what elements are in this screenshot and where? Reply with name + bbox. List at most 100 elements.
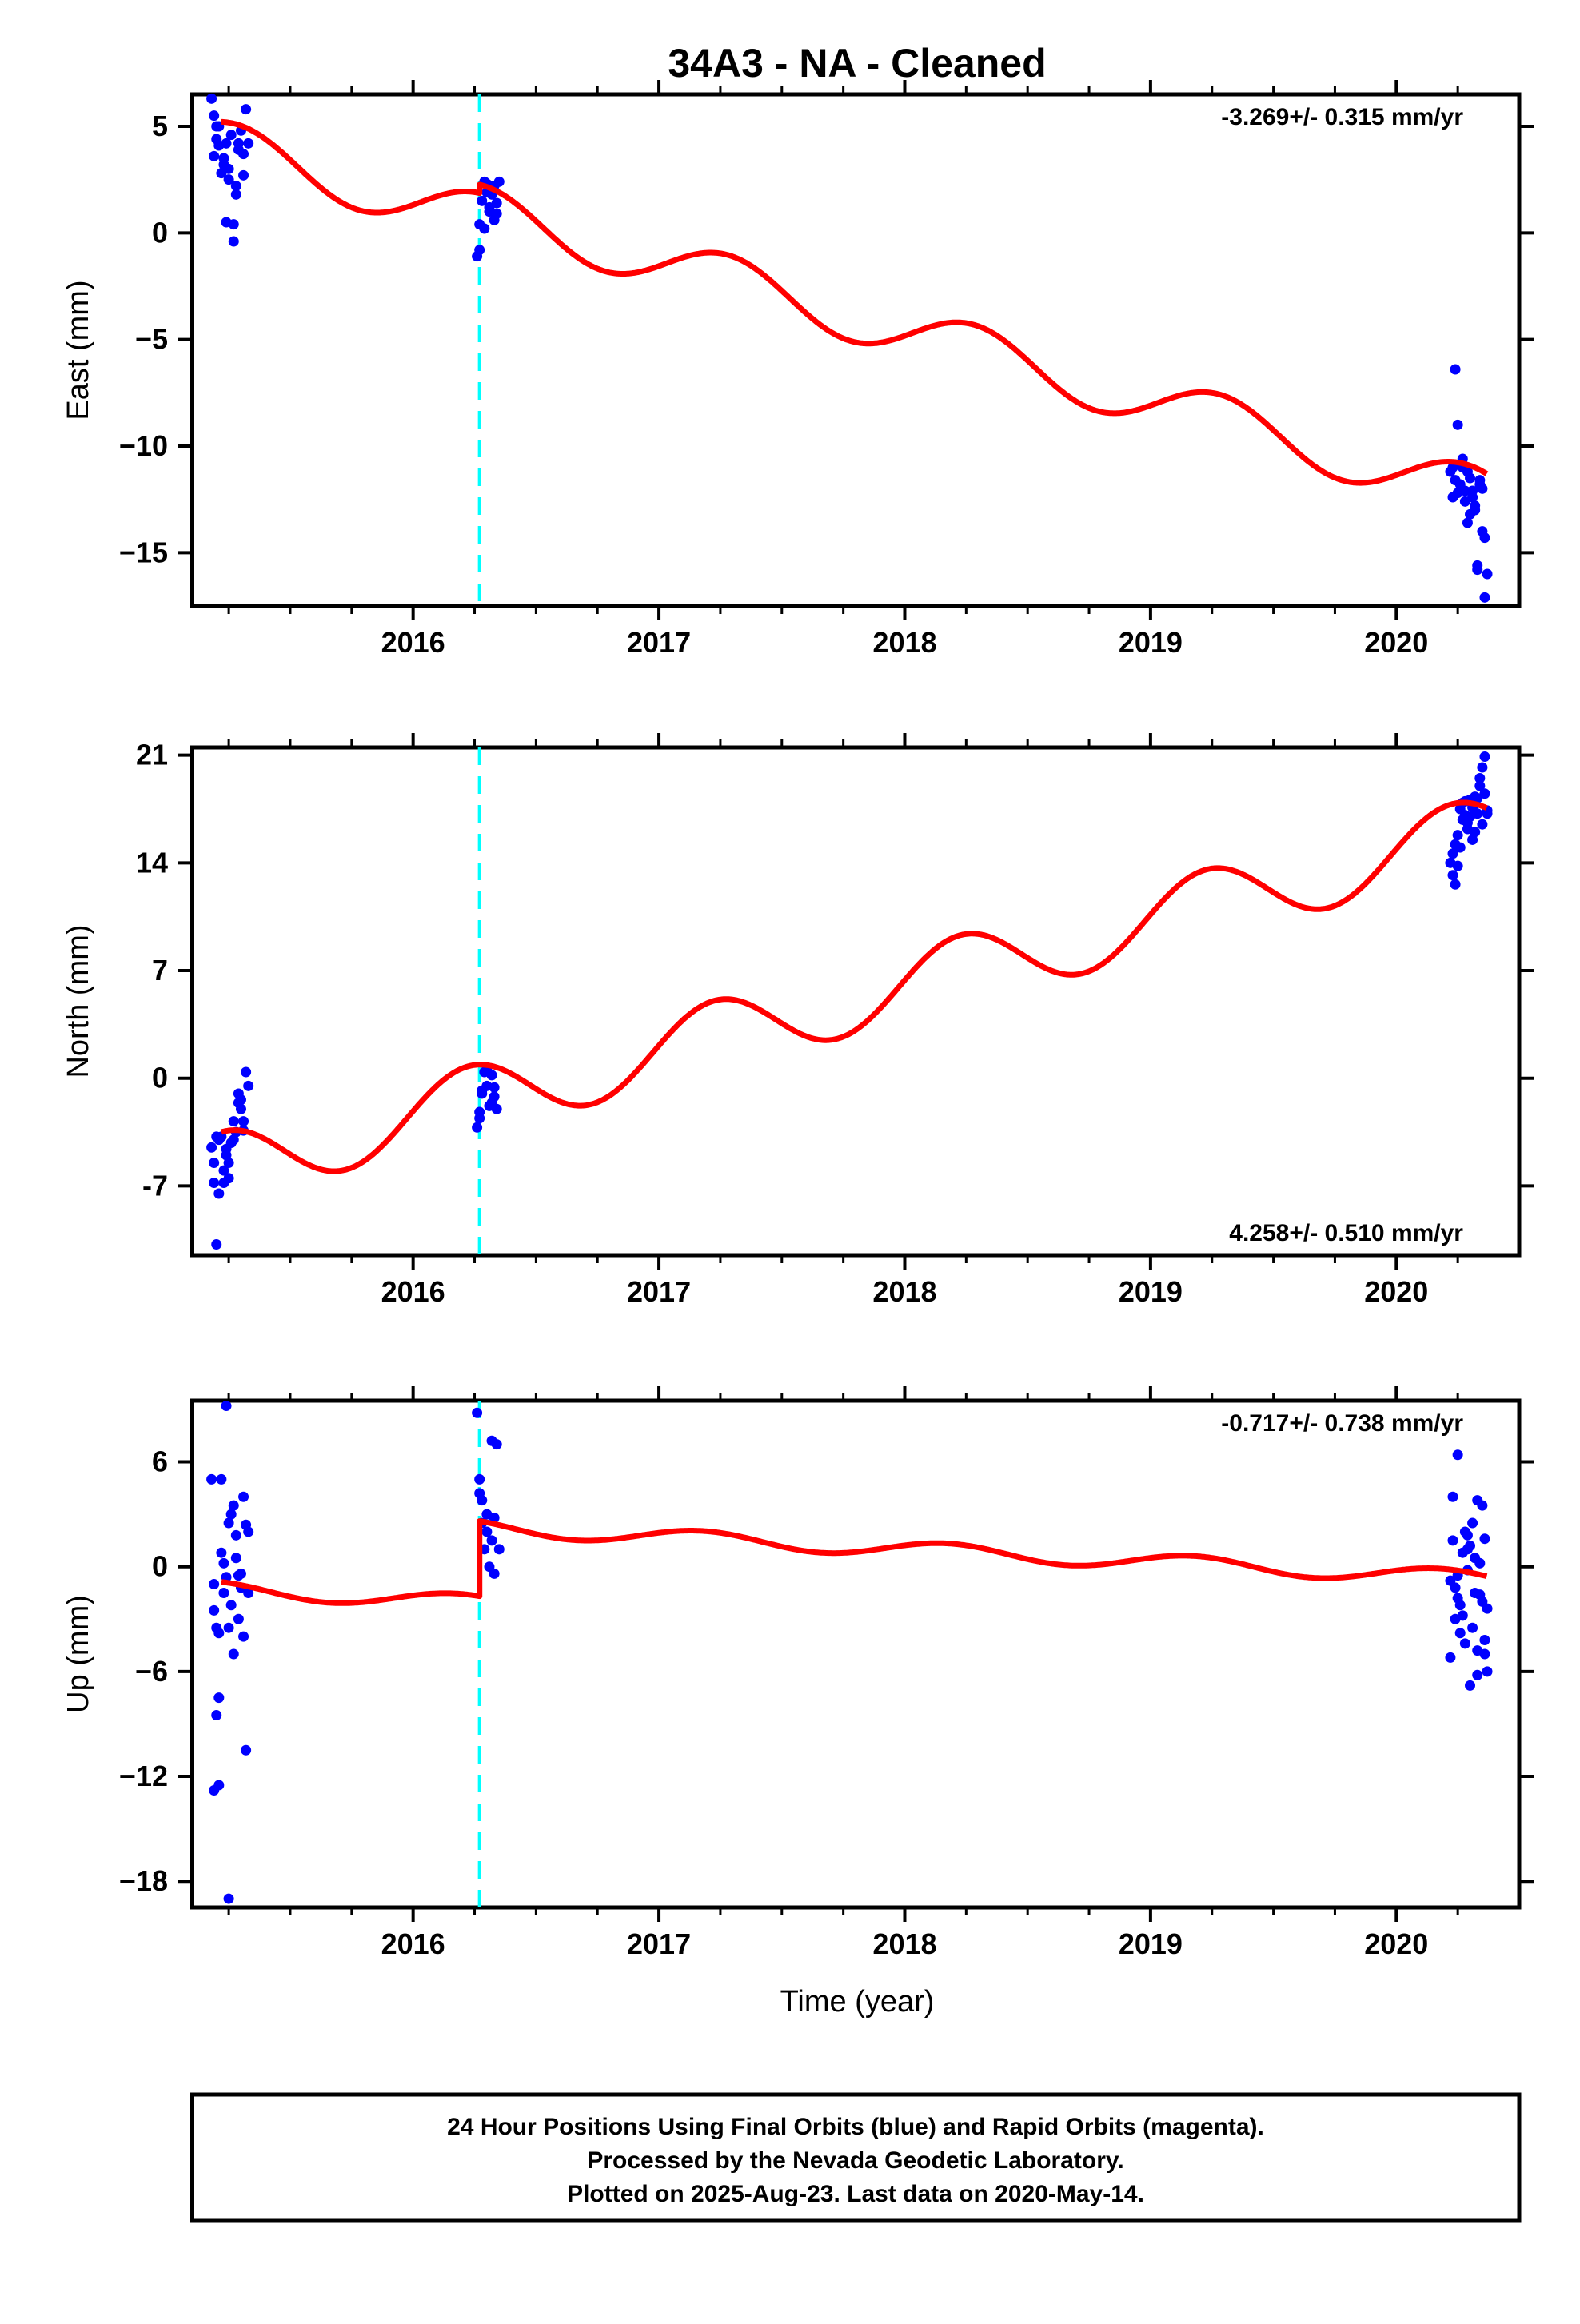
data-point xyxy=(238,1116,249,1127)
footer-box xyxy=(190,2092,1522,2223)
data-point xyxy=(211,1131,222,1142)
y-tick-label: −6 xyxy=(135,1655,168,1688)
x-tick-label: 2019 xyxy=(1119,626,1183,659)
y-tick-label: −5 xyxy=(135,323,168,356)
x-tick-label: 2018 xyxy=(872,1275,936,1308)
data-point xyxy=(474,1106,485,1118)
data-point xyxy=(481,1526,493,1537)
velocity-annotation: -0.717+/- 0.738 mm/yr xyxy=(1221,1410,1463,1437)
data-point xyxy=(213,1692,225,1704)
panels: 5 0 −5 −10 −15 2016 2017 2018 2019 2020 East (mm) -… xyxy=(62,80,1534,1960)
data-point xyxy=(209,150,220,161)
data-point xyxy=(235,1568,246,1579)
data-point xyxy=(1482,568,1493,580)
x-tick-label: 2020 xyxy=(1364,626,1428,659)
data-point xyxy=(209,1178,220,1189)
data-point xyxy=(230,181,241,192)
y-tick-label: −15 xyxy=(119,536,168,568)
data-point xyxy=(474,245,485,256)
data-point xyxy=(209,1579,220,1590)
x-tick-label: 2018 xyxy=(872,1927,936,1960)
data-point xyxy=(223,1893,234,1904)
data-point xyxy=(223,1517,234,1529)
data-point xyxy=(1472,1669,1483,1680)
data-point xyxy=(213,140,225,151)
data-point xyxy=(221,1150,232,1161)
data-point xyxy=(1472,560,1483,571)
data-point xyxy=(1470,827,1481,838)
data-point xyxy=(223,1173,234,1184)
data-point xyxy=(228,1134,239,1146)
data-point xyxy=(1452,1449,1463,1461)
data-point xyxy=(211,121,222,132)
data-point xyxy=(1454,842,1466,853)
y-tick-label: -7 xyxy=(142,1169,168,1202)
data-point xyxy=(1467,1622,1478,1633)
data-point xyxy=(491,197,502,209)
y-tick-label: 6 xyxy=(152,1445,168,1478)
y-axis-label: East (mm) xyxy=(62,280,95,420)
data-point xyxy=(486,1098,497,1108)
data-point xyxy=(477,195,488,206)
data-point xyxy=(1479,1635,1490,1646)
data-point xyxy=(1467,1517,1478,1529)
data-point xyxy=(472,1122,483,1133)
model-fit-line xyxy=(219,799,1489,1174)
data-point xyxy=(1447,1491,1458,1502)
footer-line-2: Processed by the Nevada Geodetic Laborat… xyxy=(587,2147,1123,2174)
data-point xyxy=(1445,1575,1456,1586)
data-point xyxy=(225,130,237,141)
data-point xyxy=(238,1631,249,1642)
data-point xyxy=(474,1473,485,1485)
data-point xyxy=(228,1116,239,1127)
x-tick-label: 2016 xyxy=(381,1275,445,1308)
data-point xyxy=(241,1519,252,1530)
data-point xyxy=(218,159,229,170)
data-point xyxy=(225,1600,237,1611)
y-tick-label: −10 xyxy=(119,429,168,462)
data-point xyxy=(1459,485,1470,496)
data-point xyxy=(1470,504,1481,516)
data-point xyxy=(489,1568,500,1579)
data-point xyxy=(1474,772,1486,783)
data-point xyxy=(1459,1638,1470,1649)
data-point xyxy=(1465,1680,1476,1691)
data-point xyxy=(474,1488,485,1499)
data-point xyxy=(228,236,239,247)
velocity-annotation: 4.258+/- 0.510 mm/yr xyxy=(1229,1220,1463,1246)
y-tick-label: 21 xyxy=(136,739,168,771)
x-tick-label: 2017 xyxy=(627,626,691,659)
data-point xyxy=(1450,879,1461,890)
data-point xyxy=(1477,762,1488,773)
plot-frame xyxy=(190,1398,1522,1910)
data-point xyxy=(1472,1495,1483,1506)
y-tick-label: 14 xyxy=(136,846,168,879)
x-tick-label: 2016 xyxy=(381,626,445,659)
data-point xyxy=(228,1500,239,1511)
data-point xyxy=(206,93,217,104)
data-point xyxy=(489,1082,500,1093)
data-point xyxy=(1452,830,1463,841)
data-point xyxy=(1470,1553,1481,1564)
data-point xyxy=(213,1188,225,1199)
data-point xyxy=(1477,819,1488,830)
data-point xyxy=(209,1158,220,1169)
x-tick-label: 2020 xyxy=(1364,1275,1428,1308)
data-point xyxy=(216,1473,227,1485)
data-point xyxy=(243,1080,254,1091)
data-point xyxy=(241,1066,252,1078)
data-point xyxy=(218,1557,229,1569)
data-point xyxy=(1447,1535,1458,1546)
data-point xyxy=(238,169,249,181)
data-point xyxy=(230,1529,241,1541)
data-point xyxy=(218,1165,229,1176)
data-point xyxy=(209,1604,220,1616)
data-point xyxy=(209,110,220,122)
data-point xyxy=(1474,479,1486,490)
data-point xyxy=(1459,810,1470,821)
data-point xyxy=(209,1785,220,1796)
data-point xyxy=(1457,1610,1468,1621)
data-point xyxy=(1445,1652,1456,1663)
footer-line-1: 24 Hour Positions Using Final Orbits (bl… xyxy=(447,2114,1264,2140)
data-point xyxy=(491,1439,502,1450)
